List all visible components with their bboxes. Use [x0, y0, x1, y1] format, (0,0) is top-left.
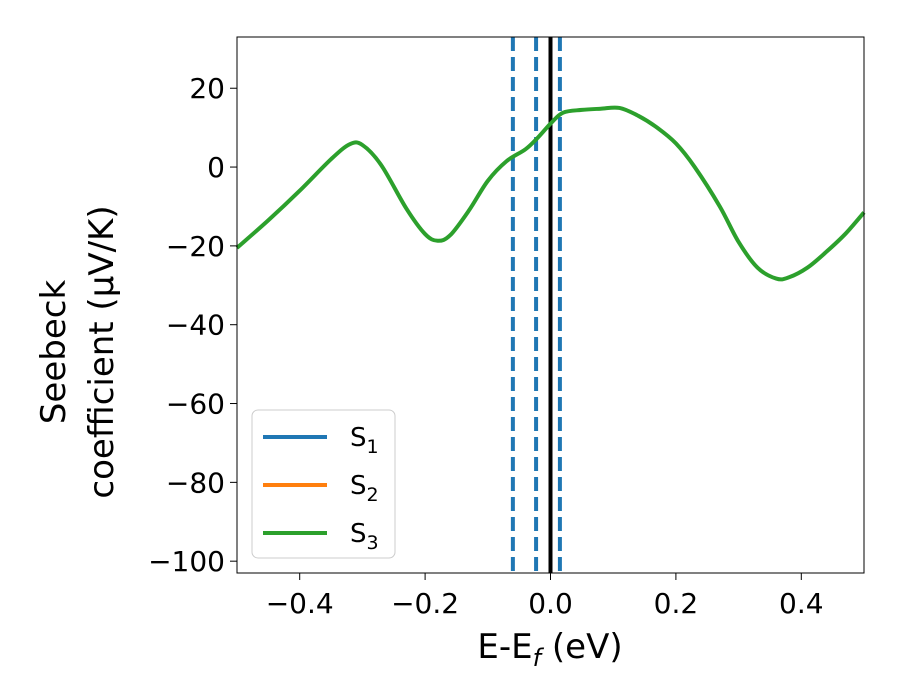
- y-tick-label: −100: [148, 545, 225, 578]
- x-axis-title-unit: (eV): [541, 627, 623, 667]
- x-tick-label: −0.2: [391, 587, 459, 620]
- y-axis: 20 0 −20 −40 −60 −80 −100: [148, 72, 237, 578]
- series-line-S3: [235, 105, 866, 282]
- legend-label-S1: S1: [350, 423, 379, 458]
- legend-label-S3: S3: [350, 519, 379, 554]
- y-tick-label: −40: [166, 309, 225, 342]
- y-tick-label: −20: [166, 230, 225, 263]
- x-tick-label: 0.0: [528, 587, 573, 620]
- y-tick-label: −60: [166, 388, 225, 421]
- x-axis-title: E-Ef (eV): [477, 627, 622, 672]
- legend-label-S2: S2: [350, 471, 379, 506]
- y-tick-label: 20: [189, 72, 225, 105]
- x-tick-label: 0.4: [779, 587, 824, 620]
- y-axis-title-line1: Seebeck: [34, 280, 74, 425]
- series-lines: [235, 105, 866, 282]
- x-axis-title-main: E-E: [477, 627, 532, 667]
- y-tick-label: 0: [207, 151, 225, 184]
- y-tick-label: −80: [166, 466, 225, 499]
- x-tick-label: 0.2: [654, 587, 699, 620]
- y-axis-title: Seebeck coefficient (μV/K): [34, 205, 122, 498]
- y-axis-title-line2: coefficient (μV/K): [82, 205, 122, 498]
- legend: S1 S2 S3: [251, 409, 396, 559]
- x-axis: −0.4 −0.2 0.0 0.2 0.4: [266, 573, 824, 620]
- x-tick-label: −0.4: [266, 587, 334, 620]
